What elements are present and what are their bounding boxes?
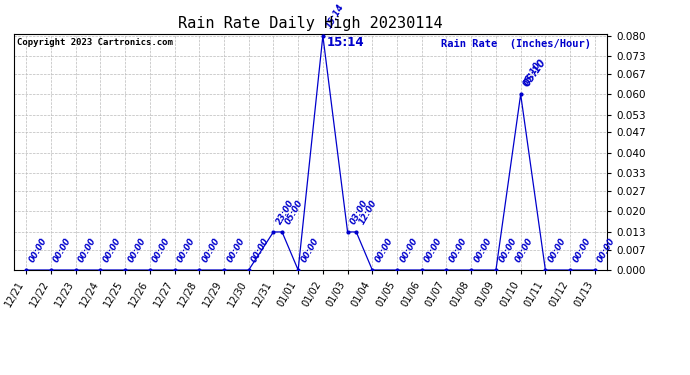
Text: 00:00: 00:00 (126, 236, 148, 264)
Text: 00:00: 00:00 (201, 236, 221, 264)
Text: 00:00: 00:00 (250, 236, 271, 264)
Text: 23:00: 23:00 (275, 198, 296, 226)
Text: Copyright 2023 Cartronics.com: Copyright 2023 Cartronics.com (17, 39, 172, 48)
Text: 03:00: 03:00 (349, 198, 370, 226)
Text: 00:00: 00:00 (52, 236, 73, 264)
Text: Rain Rate  (Inches/Hour): Rain Rate (Inches/Hour) (441, 39, 591, 48)
Text: 00:00: 00:00 (299, 236, 321, 264)
Text: 00:00: 00:00 (513, 236, 535, 264)
Text: 00:00: 00:00 (101, 236, 123, 264)
Text: 00:00: 00:00 (373, 236, 395, 264)
Text: 00:00: 00:00 (398, 236, 420, 264)
Text: 00:00: 00:00 (546, 236, 568, 264)
Text: 00:00: 00:00 (28, 236, 48, 264)
Text: 00:00: 00:00 (596, 236, 618, 264)
Text: 05:10: 05:10 (522, 57, 548, 88)
Text: 00:00: 00:00 (473, 236, 493, 264)
Text: 05:10: 05:10 (522, 61, 543, 88)
Text: 15:14: 15:14 (324, 2, 345, 30)
Text: 00:00: 00:00 (423, 236, 444, 264)
Text: 12:00: 12:00 (357, 198, 379, 226)
Text: 05:00: 05:00 (284, 198, 304, 226)
Text: 00:00: 00:00 (448, 236, 469, 264)
Text: 00:00: 00:00 (77, 236, 98, 264)
Text: 00:00: 00:00 (176, 236, 197, 264)
Text: 00:00: 00:00 (571, 236, 593, 264)
Text: 00:00: 00:00 (225, 236, 246, 264)
Text: 00:00: 00:00 (497, 236, 518, 264)
Title: Rain Rate Daily High 20230114: Rain Rate Daily High 20230114 (178, 16, 443, 31)
Text: 15:14: 15:14 (326, 36, 364, 49)
Text: 00:00: 00:00 (151, 236, 172, 264)
